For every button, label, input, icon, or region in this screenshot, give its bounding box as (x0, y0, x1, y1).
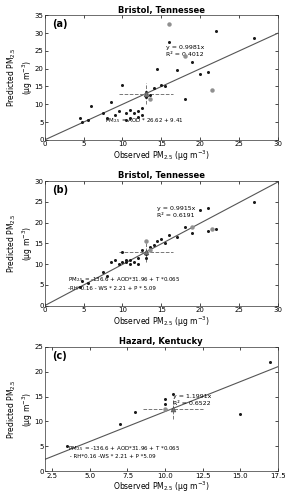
Text: y = 1.1991x
R² = 0.6522: y = 1.1991x R² = 0.6522 (173, 394, 211, 406)
Title: Hazard, Kentucky: Hazard, Kentucky (120, 337, 203, 346)
Text: y = 0.9915x
R² = 0.6191: y = 0.9915x R² = 0.6191 (157, 206, 195, 218)
Text: PM$_{2.5}$ = AOD * 26.62 + 9.41: PM$_{2.5}$ = AOD * 26.62 + 9.41 (105, 116, 184, 125)
Text: (c): (c) (52, 350, 67, 360)
Text: PM$_{2.5}$ = -136.6 + AOD*31.96 + T *0.065
 - RH*0.16 -WS * 2.21 + P *5.09: PM$_{2.5}$ = -136.6 + AOD*31.96 + T *0.0… (68, 444, 181, 459)
Text: PM$_{2.5}$ = -136.6 + AOD*31.96 + T *0.065
-RH*0.16 - WS * 2.21 + P * 5.09: PM$_{2.5}$ = -136.6 + AOD*31.96 + T *0.0… (68, 276, 181, 290)
Y-axis label: Predicted PM$_{2.5}$
(μg m$^{-3}$): Predicted PM$_{2.5}$ (μg m$^{-3}$) (6, 214, 35, 273)
Y-axis label: Predicted PM$_{2.5}$
(μg m$^{-3}$): Predicted PM$_{2.5}$ (μg m$^{-3}$) (6, 48, 35, 108)
Y-axis label: Predicted PM$_{2.5}$
(μg m$^{-3}$): Predicted PM$_{2.5}$ (μg m$^{-3}$) (6, 379, 35, 439)
Text: (b): (b) (52, 185, 68, 195)
Text: (a): (a) (52, 19, 68, 29)
Text: y = 0.9981x
R² = 0.4012: y = 0.9981x R² = 0.4012 (166, 45, 204, 57)
Title: Bristol, Tennessee: Bristol, Tennessee (118, 172, 205, 180)
X-axis label: Observed PM$_{2.5}$ (μg m$^{-3}$): Observed PM$_{2.5}$ (μg m$^{-3}$) (113, 148, 210, 163)
Title: Bristol, Tennessee: Bristol, Tennessee (118, 6, 205, 15)
X-axis label: Observed PM$_{2.5}$ (μg m$^{-3}$): Observed PM$_{2.5}$ (μg m$^{-3}$) (113, 480, 210, 494)
X-axis label: Observed PM$_{2.5}$ (μg m$^{-3}$): Observed PM$_{2.5}$ (μg m$^{-3}$) (113, 314, 210, 328)
